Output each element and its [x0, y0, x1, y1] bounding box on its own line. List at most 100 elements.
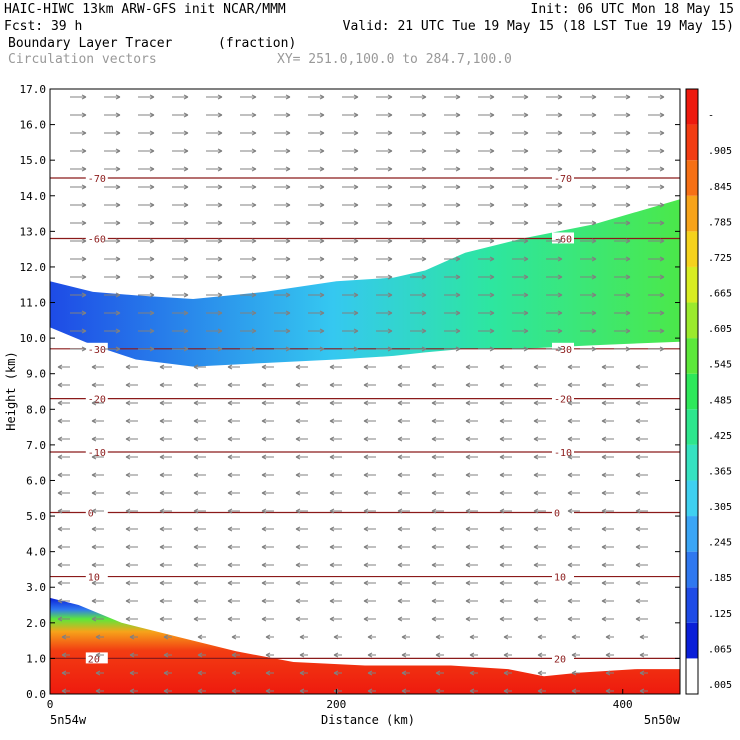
vector-arrow-head [159, 544, 165, 550]
vector-arrow-head [251, 328, 257, 334]
vector-arrow-head [557, 274, 563, 280]
vector-arrow-head [81, 112, 87, 118]
vector-arrow-head [557, 112, 563, 118]
vector-arrow-head [489, 94, 495, 100]
vector-arrow-head [183, 94, 189, 100]
vector-arrow-head [489, 310, 495, 316]
vector-arrow-head [455, 238, 461, 244]
vector-arrow-head [499, 508, 505, 514]
colorbar-label: .845 [708, 182, 732, 193]
vector-arrow-head [421, 346, 427, 352]
header-cross-section-coords: XY= 251.0,100.0 to 284.7,100.0 [277, 52, 512, 67]
vector-arrow-head [625, 130, 631, 136]
header-field-name: Boundary Layer Tracer [8, 36, 173, 51]
vector-arrow-head [567, 400, 573, 406]
vector-arrow-head [149, 310, 155, 316]
vector-arrow-head [557, 310, 563, 316]
vector-arrow-head [421, 274, 427, 280]
vector-arrow-head [251, 94, 257, 100]
colorbar-label: .485 [708, 395, 732, 406]
vector-arrow-head [217, 94, 223, 100]
vector-arrow-head [455, 346, 461, 352]
vector-arrow-head [299, 634, 305, 640]
vector-arrow-head [625, 202, 631, 208]
vector-arrow-head [295, 616, 301, 622]
vector-arrow-head [285, 256, 291, 262]
vector-arrow-head [251, 256, 257, 262]
contour-label--60: -60 [554, 234, 572, 245]
vector-arrow-head [489, 292, 495, 298]
vector-arrow-head [183, 202, 189, 208]
vector-arrow-head [503, 688, 509, 694]
y-tick-label: 8.0 [26, 403, 46, 416]
vector-arrow-head [163, 652, 169, 658]
y-tick-label: 10.0 [20, 332, 47, 345]
vector-arrow-head [353, 220, 359, 226]
vector-arrow-head [601, 418, 607, 424]
vector-arrow-head [193, 454, 199, 460]
vector-arrow-head [159, 598, 165, 604]
vector-arrow-head [251, 220, 257, 226]
vector-arrow-head [183, 238, 189, 244]
vector-arrow-head [431, 490, 437, 496]
vector-arrow-head [499, 616, 505, 622]
vector-arrow-head [295, 436, 301, 442]
vector-arrow-head [533, 526, 539, 532]
vector-arrow-head [591, 220, 597, 226]
contour-label-bg [552, 652, 574, 664]
vector-arrow-head [533, 418, 539, 424]
vector-arrow-head [319, 256, 325, 262]
vector-arrow-head [557, 148, 563, 154]
vector-arrow-head [533, 454, 539, 460]
vector-arrow-head [431, 364, 437, 370]
vector-arrow-head [217, 184, 223, 190]
vector-arrow-head [659, 256, 665, 262]
vector-arrow-head [193, 364, 199, 370]
vector-arrow-head [533, 436, 539, 442]
vector-arrow-head [81, 148, 87, 154]
vector-arrow-head [659, 202, 665, 208]
vector-arrow-head [57, 544, 63, 550]
vector-arrow-head [193, 616, 199, 622]
vector-arrow-head [465, 526, 471, 532]
vector-arrow-head [329, 418, 335, 424]
vector-arrow-head [421, 148, 427, 154]
vector-arrow-head [217, 256, 223, 262]
vector-arrow-head [635, 382, 641, 388]
vector-arrow-head [499, 562, 505, 568]
vector-arrow-head [635, 364, 641, 370]
vector-arrow-head [183, 328, 189, 334]
y-tick-label: 2.0 [26, 617, 46, 630]
vector-arrow-head [601, 382, 607, 388]
vector-arrow-head [635, 598, 641, 604]
contour-label-bg [85, 570, 108, 582]
vector-arrow-head [353, 274, 359, 280]
vector-arrow-head [455, 292, 461, 298]
contour-label--30: -30 [88, 345, 106, 356]
vector-arrow-head [397, 364, 403, 370]
vector-arrow-head [397, 418, 403, 424]
vector-arrow-head [397, 562, 403, 568]
vector-arrow-head [81, 166, 87, 172]
contour-label-bg [85, 392, 108, 404]
vector-arrow-head [431, 382, 437, 388]
vector-arrow-head [91, 418, 97, 424]
vector-arrow-head [227, 508, 233, 514]
vector-arrow-head [387, 292, 393, 298]
vector-arrow-head [635, 454, 641, 460]
vector-arrow-head [159, 472, 165, 478]
vector-arrow-head [659, 310, 665, 316]
vector-arrow-head [57, 562, 63, 568]
vector-arrow-head [295, 562, 301, 568]
vector-arrow-head [57, 472, 63, 478]
vector-arrow-head [435, 688, 441, 694]
colorbar-label: .125 [708, 609, 732, 620]
vector-arrow-head [625, 346, 631, 352]
vector-arrow-head [367, 634, 373, 640]
vector-arrow-head [465, 490, 471, 496]
vector-arrow-head [115, 148, 121, 154]
header-model-title: HAIC-HIWC 13km ARW-GFS init NCAR/MMM [4, 2, 286, 17]
colorbar-swatch [686, 89, 698, 125]
vector-arrow-head [363, 598, 369, 604]
y-tick-label: 3.0 [26, 581, 46, 594]
